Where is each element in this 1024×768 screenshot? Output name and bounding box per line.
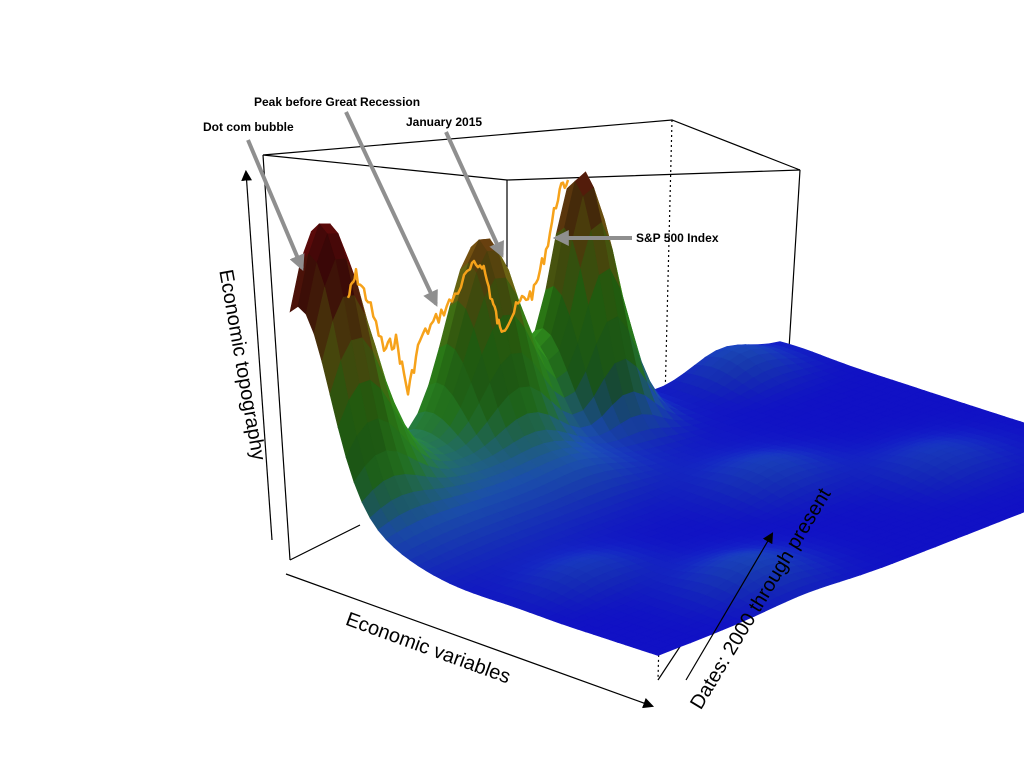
x-axis-label: Economic variables — [343, 608, 513, 688]
sp500-series-line — [346, 179, 570, 396]
box-top-face — [262, 119, 801, 181]
jan2015-arrow — [444, 131, 504, 258]
economic-surface — [289, 171, 1024, 656]
y-axis-arrow — [685, 532, 774, 681]
annotation-arrows — [246, 111, 632, 307]
z-axis-arrow — [241, 169, 273, 541]
z-axis-label: Economic topography — [214, 268, 269, 462]
box-floor-back-edge — [289, 524, 361, 561]
surface-facet — [649, 648, 670, 656]
annotation-dotcom: Dot com bubble — [203, 120, 294, 134]
annotation-jan2015: January 2015 — [406, 115, 482, 129]
box-back-left-edge — [262, 154, 291, 561]
dotcom-arrow — [246, 139, 305, 271]
annotation-peak: Peak before Great Recession — [254, 95, 420, 109]
annotation-sp500: S&P 500 Index — [636, 231, 719, 245]
peak-arrow — [344, 111, 438, 307]
surface-facet — [1019, 488, 1024, 492]
x-axis-arrow — [285, 573, 655, 709]
